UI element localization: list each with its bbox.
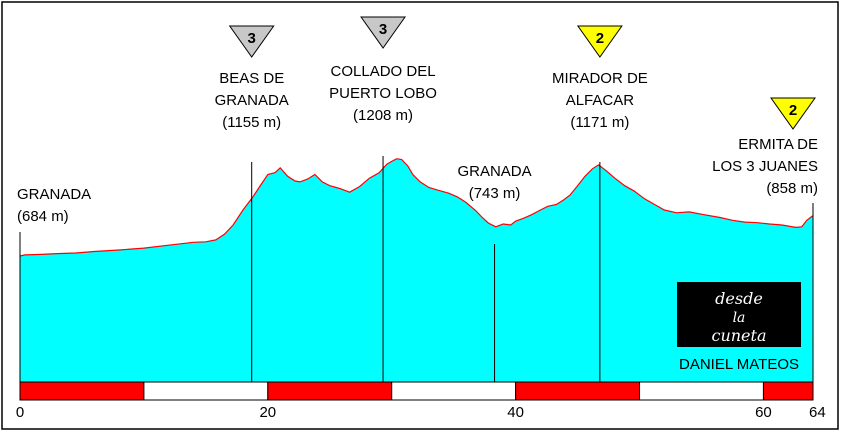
logo-line1: desde	[715, 289, 763, 308]
profile-area	[20, 158, 813, 382]
km-scale-bar	[19, 381, 814, 401]
x-tick-label: 64	[809, 404, 826, 421]
scale-segment	[639, 381, 764, 401]
climb-category-badge: 3	[228, 25, 275, 58]
scale-segment	[515, 381, 641, 401]
waypoint-name: GRANADA	[215, 92, 289, 109]
climb-category-badge: 3	[360, 16, 407, 49]
waypoint-name: MIRADOR DE	[552, 70, 648, 87]
logo-line3: cuneta	[711, 326, 766, 345]
waypoint-label: GRANADA (684 m)	[17, 186, 91, 225]
waypoint-altitude: (858 m)	[766, 180, 818, 197]
waypoint-name: ERMITA DE	[738, 136, 818, 153]
waypoint-altitude: (684 m)	[17, 208, 69, 225]
waypoint-name: ALFACAR	[566, 92, 635, 109]
waypoint-label: GRANADA (743 m)	[457, 163, 531, 202]
badge-triangle	[228, 25, 275, 58]
scale-segment	[762, 381, 814, 401]
x-tick-label: 0	[16, 404, 24, 421]
logo: desde la cuneta DANIEL MATEOS	[677, 282, 801, 373]
badge-number: 2	[596, 30, 604, 47]
waypoint-altitude: (1171 m)	[570, 114, 629, 131]
waypoint-label: BEAS DE GRANADA (1155 m)	[215, 70, 289, 131]
badge-triangle	[360, 16, 407, 49]
waypoint-label: COLLADO DEL PUERTO LOBO (1208 m)	[329, 63, 437, 124]
waypoint-altitude: (743 m)	[469, 185, 521, 202]
badge-triangle	[576, 25, 623, 58]
waypoint-name: LOS 3 JUANES	[712, 158, 818, 175]
waypoint-name: PUERTO LOBO	[329, 85, 437, 102]
waypoint-label: MIRADOR DE ALFACAR (1171 m)	[552, 70, 648, 131]
climb-category-badge: 2	[770, 97, 816, 130]
logo-box	[677, 282, 801, 347]
scale-segment	[267, 381, 393, 401]
logo-line2: la	[733, 310, 746, 326]
badge-layer: 3 3 2 2	[228, 16, 816, 130]
waypoint-name: BEAS DE	[219, 70, 284, 87]
waypoint-name: GRANADA	[17, 186, 91, 203]
scale-segment	[391, 381, 517, 401]
author-name: DANIEL MATEOS	[679, 356, 799, 373]
waypoint-name: COLLADO DEL	[331, 63, 436, 80]
profile-layer	[19, 158, 814, 382]
waypoint-altitude: (1208 m)	[353, 107, 413, 124]
waypoint-name: GRANADA	[457, 163, 531, 180]
badge-number: 2	[789, 102, 797, 119]
profile-outline	[19, 158, 814, 257]
x-tick-label: 60	[755, 404, 772, 421]
badge-number: 3	[379, 21, 387, 38]
x-tick-label: 20	[259, 404, 276, 421]
waypoint-layer: GRANADA (684 m) BEAS DE GRANADA (1155 m) COLL…	[17, 63, 818, 382]
climb-category-badge: 2	[576, 25, 623, 58]
scale-segment	[19, 381, 145, 401]
scale-segment	[143, 381, 269, 401]
x-tick-label: 40	[507, 404, 524, 421]
badge-triangle	[770, 97, 816, 130]
waypoint-label: ERMITA DE LOS 3 JUANES (858 m)	[712, 136, 818, 197]
x-axis-ticks: 0 20 40 60 64	[16, 404, 826, 421]
badge-number: 3	[248, 30, 256, 47]
waypoint-altitude: (1155 m)	[222, 114, 281, 131]
